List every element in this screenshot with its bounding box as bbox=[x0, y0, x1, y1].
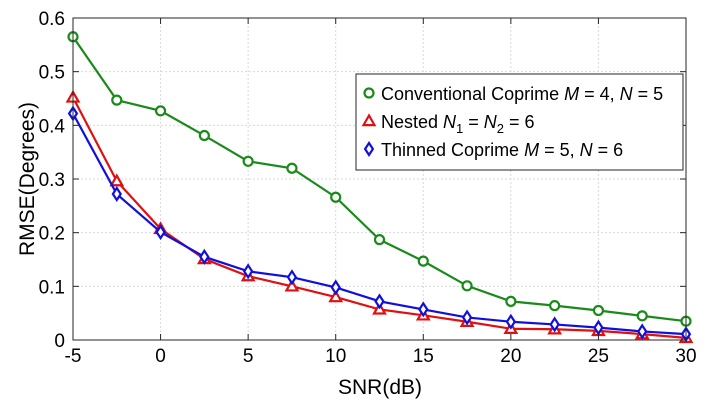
data-point bbox=[593, 319, 604, 336]
legend-label-part: Thinned Coprime bbox=[381, 140, 524, 160]
data-point bbox=[417, 255, 429, 267]
y-tick-label: 0.5 bbox=[39, 63, 65, 84]
data-point bbox=[155, 224, 166, 241]
legend: Conventional Coprime M = 4, N = 5 Nested … bbox=[355, 73, 684, 171]
data-point bbox=[505, 313, 517, 330]
y-axis-label: RMSE(Degrees) bbox=[16, 102, 39, 256]
data-point bbox=[284, 278, 300, 292]
x-tick-label: 30 bbox=[675, 346, 696, 367]
legend-label-part: 1 bbox=[456, 121, 463, 136]
data-point bbox=[328, 289, 344, 303]
x-tick-label: 5 bbox=[243, 346, 254, 367]
data-point bbox=[549, 300, 561, 312]
x-tick-label: 25 bbox=[588, 346, 609, 367]
legend-label: Nested N1 = N2 = 6 bbox=[381, 112, 535, 136]
legend-label-part: = 5, bbox=[539, 140, 580, 160]
y-tick-label: 0.4 bbox=[39, 116, 66, 137]
data-point bbox=[111, 186, 122, 203]
data-point bbox=[111, 94, 123, 106]
data-point bbox=[549, 316, 560, 333]
y-tick-label: 0 bbox=[54, 331, 65, 352]
x-tick-label: 0 bbox=[155, 346, 166, 367]
x-tick-label: 15 bbox=[413, 346, 434, 367]
data-point bbox=[330, 191, 342, 203]
legend-label-part: = bbox=[463, 112, 484, 132]
data-point bbox=[199, 248, 210, 265]
legend-item: Nested N1 = N2 = 6 bbox=[361, 112, 535, 136]
legend-label-part: = 6 bbox=[504, 112, 535, 132]
legend-marker bbox=[363, 140, 375, 158]
legend-label-part: N bbox=[580, 140, 594, 160]
legend-marker bbox=[363, 87, 375, 99]
y-tick-label: 0.2 bbox=[39, 224, 65, 245]
legend-label: Thinned Coprime M = 5, N = 6 bbox=[381, 140, 623, 160]
legend-marker bbox=[361, 113, 377, 127]
legend-label-part: = 5 bbox=[633, 84, 664, 104]
data-point bbox=[286, 162, 298, 174]
data-point bbox=[198, 129, 210, 142]
data-point bbox=[330, 279, 341, 296]
data-point bbox=[418, 301, 429, 318]
x-axis-label: SNR(dB) bbox=[338, 376, 422, 399]
legend-label-part: Nested bbox=[381, 112, 443, 132]
legend-label-part: M bbox=[524, 140, 539, 160]
legend-label-part: = 4, bbox=[579, 84, 620, 104]
x-tick-label: 20 bbox=[500, 346, 521, 367]
legend-label-part: N bbox=[443, 112, 457, 132]
data-point bbox=[373, 234, 386, 246]
y-tick-label: 0.6 bbox=[39, 9, 65, 30]
series-diamond bbox=[67, 105, 692, 343]
legend-item: Thinned Coprime M = 5, N = 6 bbox=[363, 140, 623, 160]
x-tick-label: 10 bbox=[325, 346, 346, 367]
legend-label-part: N bbox=[620, 84, 634, 104]
legend-label-part: N bbox=[484, 112, 498, 132]
data-point bbox=[636, 310, 648, 322]
series-layer bbox=[65, 31, 694, 344]
legend-item: Conventional Coprime M = 4, N = 5 bbox=[363, 84, 663, 104]
data-point bbox=[242, 263, 254, 280]
x-tick-label: -5 bbox=[65, 346, 82, 367]
data-point bbox=[461, 280, 473, 292]
legend-label: Conventional Coprime M = 4, N = 5 bbox=[381, 84, 663, 104]
y-tick-label: 0.3 bbox=[39, 170, 65, 191]
data-point bbox=[154, 105, 167, 117]
legend-label-part: M bbox=[564, 84, 579, 104]
data-point bbox=[374, 293, 385, 310]
legend-label-part: Conventional Coprime bbox=[381, 84, 564, 104]
data-point bbox=[505, 295, 517, 307]
data-point bbox=[461, 309, 473, 326]
series-circle bbox=[67, 31, 692, 327]
data-point bbox=[637, 323, 648, 340]
plot-area bbox=[73, 18, 686, 340]
data-point bbox=[592, 304, 605, 317]
data-point bbox=[242, 155, 254, 167]
legend-box bbox=[355, 73, 684, 171]
y-tick-label: 0.1 bbox=[39, 277, 65, 298]
data-point bbox=[286, 269, 298, 286]
legend-label-part: = 6 bbox=[593, 140, 624, 160]
legend-label-part: 2 bbox=[497, 121, 504, 136]
data-point bbox=[109, 173, 125, 187]
